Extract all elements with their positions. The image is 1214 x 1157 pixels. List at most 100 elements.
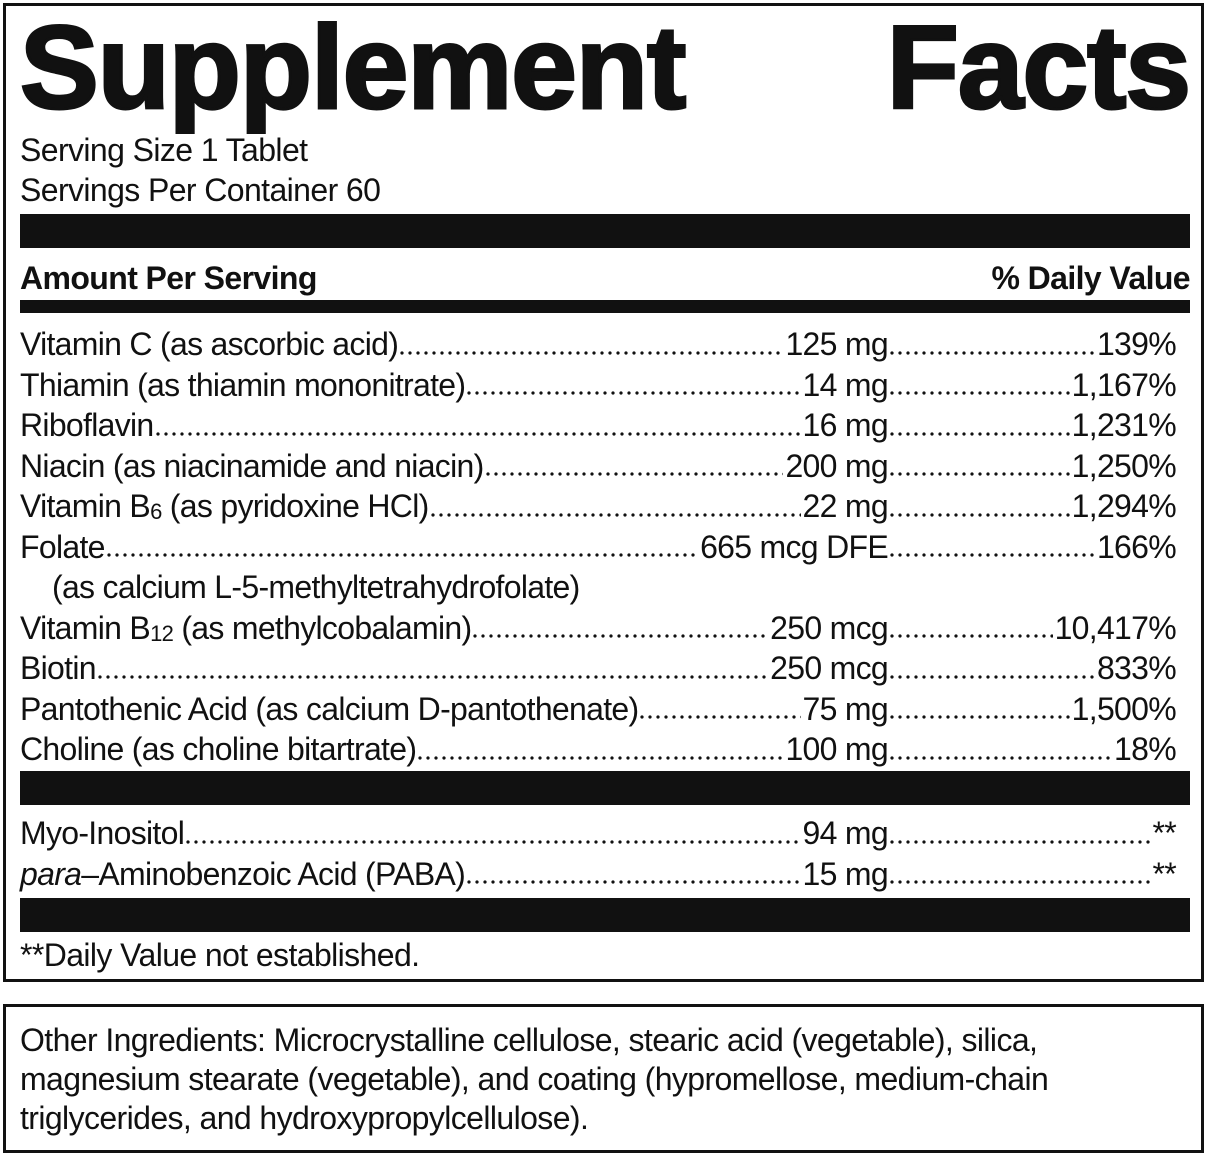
nutrient-dv: 833% bbox=[1096, 650, 1177, 686]
divider-thick bbox=[20, 214, 1190, 248]
nutrient-dv: 18% bbox=[1114, 731, 1177, 767]
nutrient-dv: 139% bbox=[1096, 326, 1177, 362]
nutrient-subscript: 12 bbox=[150, 620, 174, 646]
footnote: **Daily Value not established. bbox=[20, 937, 420, 973]
dot-leader bbox=[890, 688, 1070, 729]
nutrient-left: Folate 665 mcg DFE bbox=[20, 526, 889, 567]
nutrient-left: Biotin 250 mcg bbox=[20, 648, 889, 689]
nutrient-amount: 75 mg bbox=[802, 690, 889, 727]
nutrient-row: Biotin 250 mcg 833% bbox=[20, 648, 1177, 689]
nutrient-dv: ** bbox=[1152, 855, 1176, 892]
nutrient-row: Niacin (as niacinamide and niacin) 200 m… bbox=[20, 445, 1177, 486]
other-nutrient-row: Myo-Inositol 94 mg ** bbox=[20, 813, 1177, 854]
nutrient-right: ** bbox=[888, 853, 1177, 894]
nutrient-dv: 1,250% bbox=[1071, 447, 1177, 484]
nutrient-name: Vitamin C (as ascorbic acid) bbox=[20, 324, 399, 365]
nutrient-name-text: Vitamin B bbox=[20, 488, 151, 524]
nutrient-name-rest: (as methylcobalamin) bbox=[173, 609, 472, 646]
supplement-facts-panel: Supplement Facts Serving Size 1 Tablet S… bbox=[3, 0, 1204, 982]
nutrient-name: Myo-Inositol bbox=[20, 813, 185, 854]
other-ingredients-panel: Other Ingredients: Microcrystalline cell… bbox=[3, 1004, 1204, 1153]
dot-leader bbox=[430, 486, 801, 527]
nutrient-dv: ** bbox=[1152, 815, 1176, 851]
dot-leader bbox=[890, 813, 1151, 854]
serving-size: Serving Size 1 Tablet bbox=[20, 132, 308, 168]
nutrient-amount: 14 mg bbox=[802, 366, 889, 403]
dot-leader bbox=[106, 526, 699, 567]
nutrient-left: Choline (as choline bitartrate) 100 mg bbox=[20, 729, 889, 770]
column-header: Amount Per Serving % Daily Value bbox=[20, 256, 1191, 300]
nutrient-row: Vitamin B6 (as pyridoxine HCl) 22 mg 1,29… bbox=[20, 486, 1177, 527]
dot-leader bbox=[890, 648, 1095, 689]
dot-leader bbox=[890, 324, 1095, 365]
nutrient-left: Pantothenic Acid (as calcium D-pantothen… bbox=[20, 688, 889, 729]
nutrient-dv: 1,167% bbox=[1071, 366, 1177, 403]
dot-leader bbox=[890, 364, 1070, 405]
dot-leader bbox=[890, 486, 1070, 527]
nutrient-row: Riboflavin 16 mg 1,231% bbox=[20, 405, 1177, 446]
dot-leader bbox=[473, 607, 769, 648]
nutrient-name: Riboflavin bbox=[20, 405, 154, 446]
other-nutrient-row: para–Aminobenzoic Acid (PABA) 15 mg ** bbox=[20, 853, 1177, 894]
nutrient-name-text: Thiamin (as thiamin mononitrate) bbox=[20, 366, 466, 403]
divider-medium bbox=[20, 300, 1190, 313]
nutrient-right: 166% bbox=[888, 526, 1177, 567]
nutrient-dv: 166% bbox=[1096, 528, 1177, 565]
nutrient-name-text: Folate bbox=[20, 528, 105, 565]
nutrient-dv: 10,417% bbox=[1054, 609, 1177, 646]
nutrient-amount: 250 mcg bbox=[770, 609, 889, 646]
dot-leader bbox=[418, 729, 784, 770]
nutrient-left: Thiamin (as thiamin mononitrate) 14 mg bbox=[20, 364, 889, 405]
nutrient-left: Niacin (as niacinamide and niacin) 200 m… bbox=[20, 445, 889, 486]
nutrient-name: Biotin bbox=[20, 648, 97, 689]
nutrient-name-text: –Aminobenzoic Acid (PABA) bbox=[81, 855, 466, 892]
nutrient-amount: 125 mg bbox=[785, 326, 888, 362]
nutrient-dv: 1,294% bbox=[1071, 488, 1177, 524]
other-nutrient-list: Myo-Inositol 94 mg ** para–Aminobenzoic Ac… bbox=[20, 813, 1177, 894]
nutrient-row: Choline (as choline bitartrate) 100 mg 18… bbox=[20, 729, 1177, 770]
nutrient-amount: 22 mg bbox=[802, 488, 889, 524]
nutrient-amount: 15 mg bbox=[802, 855, 889, 892]
nutrient-left: Vitamin B6 (as pyridoxine HCl) 22 mg bbox=[20, 486, 889, 527]
title-word: Supplement bbox=[18, 1, 687, 136]
nutrient-name-text: Myo-Inositol bbox=[20, 815, 185, 851]
nutrient-left: Myo-Inositol 94 mg bbox=[20, 813, 889, 854]
nutrient-name-rest: (as pyridoxine HCl) bbox=[161, 488, 429, 524]
nutrient-right: 833% bbox=[888, 648, 1177, 689]
nutrient-row: Vitamin B12 (as methylcobalamin) 250 mcg 1… bbox=[20, 607, 1177, 649]
dot-leader bbox=[890, 526, 1095, 567]
dot-leader bbox=[155, 405, 801, 446]
dot-leader bbox=[186, 813, 801, 854]
nutrient-amount: 665 mcg DFE bbox=[700, 528, 889, 565]
folate-source: (as calcium L-5-methyltetrahydrofolate) bbox=[52, 569, 580, 605]
dot-leader bbox=[890, 729, 1113, 770]
nutrient-dv: 1,231% bbox=[1071, 407, 1177, 443]
nutrient-name-text: Riboflavin bbox=[20, 407, 154, 443]
nutrient-left: Riboflavin 16 mg bbox=[20, 405, 889, 446]
nutrient-amount: 16 mg bbox=[802, 407, 889, 443]
nutrient-left: para–Aminobenzoic Acid (PABA) 15 mg bbox=[20, 853, 889, 894]
servings-per-container: Servings Per Container 60 bbox=[20, 172, 381, 208]
nutrient-name-text: Vitamin C (as ascorbic acid) bbox=[20, 326, 399, 362]
dot-leader bbox=[485, 445, 784, 486]
dv-header: % Daily Value bbox=[991, 260, 1190, 296]
nutrient-amount: 200 mg bbox=[785, 447, 888, 484]
nutrient-name-text: Pantothenic Acid (as calcium D-pantothen… bbox=[20, 690, 639, 727]
nutrient-name: Vitamin B12 (as methylcobalamin) bbox=[20, 608, 472, 649]
nutrient-left: Vitamin C (as ascorbic acid) 125 mg bbox=[20, 324, 889, 365]
nutrient-subscript: 6 bbox=[150, 499, 162, 524]
dot-leader bbox=[890, 445, 1070, 486]
nutrient-name: Choline (as choline bitartrate) bbox=[20, 729, 417, 770]
panel-title: Supplement Facts bbox=[18, 0, 1192, 138]
divider-thick bbox=[20, 898, 1190, 932]
nutrient-name-italic: para bbox=[20, 855, 82, 892]
nutrient-row: Pantothenic Acid (as calcium D-pantothen… bbox=[20, 688, 1177, 729]
nutrient-left: Vitamin B12 (as methylcobalamin) 250 mcg bbox=[20, 607, 889, 649]
nutrient-row: Vitamin C (as ascorbic acid) 125 mg 139% bbox=[20, 324, 1177, 365]
nutrient-name: Vitamin B6 (as pyridoxine HCl) bbox=[20, 486, 429, 527]
nutrient-dv: 1,500% bbox=[1071, 690, 1177, 727]
nutrient-right: ** bbox=[888, 813, 1177, 854]
nutrient-right: 1,167% bbox=[888, 364, 1177, 405]
nutrient-right: 1,294% bbox=[888, 486, 1177, 527]
other-ingredients: Other Ingredients: Microcrystalline cell… bbox=[20, 1022, 1049, 1136]
